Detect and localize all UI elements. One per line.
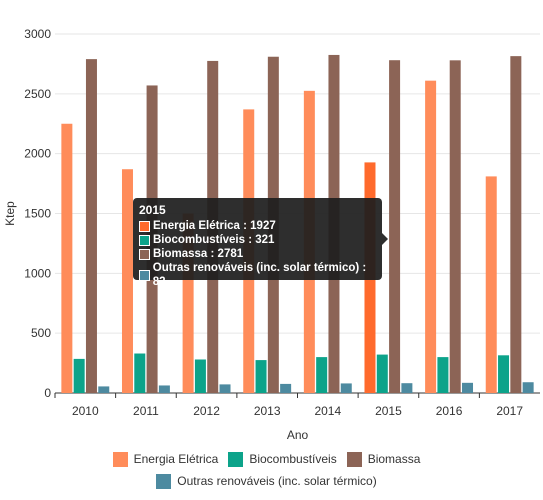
x-tick-label: 2011 [133,404,159,418]
bar-2011-s3[interactable] [158,385,170,393]
legend-swatch-outras [156,473,172,489]
legend: Energia Elétrica Biocombustíveis Biomass… [0,448,543,492]
y-tick-label: 500 [31,326,51,340]
tooltip-text-energia: Energia Elétrica : 1927 [153,220,276,232]
legend-item-biocombustiveis[interactable]: Biocombustíveis [228,451,337,467]
tooltip-swatch-biomassa [139,248,150,260]
y-tick-label: 0 [44,386,51,400]
bar-2017-s1[interactable] [498,355,510,393]
legend-item-biomassa[interactable]: Biomassa [346,451,421,467]
legend-label-energia: Energia Elétrica [133,452,219,466]
bar-2010-s0[interactable] [61,123,73,393]
tooltip-text-biomassa: Biomassa : 2781 [153,248,244,260]
tooltip-row-outras: Outras renováveis (inc. solar térmico) :… [139,261,376,289]
x-axis-title: Ano [287,428,309,440]
bar-2011-s0[interactable] [121,169,133,393]
bar-2016-s0[interactable] [425,80,437,394]
x-tick-label: 2015 [375,404,402,418]
bar-2017-s2[interactable] [510,56,522,393]
bar-2011-s1[interactable] [134,353,146,393]
bar-2012-s0[interactable] [182,213,194,394]
legend-item-outras[interactable]: Outras renováveis (inc. solar térmico) [156,473,377,489]
legend-swatch-biomassa [346,451,362,467]
legend-swatch-biocombustiveis [228,451,244,467]
bar-2010-s3[interactable] [98,386,110,393]
bar-2010-s1[interactable] [73,358,85,393]
tooltip-swatch-energia [139,220,150,232]
bar-2015-s1[interactable] [376,354,388,393]
legend-label-biomassa: Biomassa [367,452,421,466]
y-tick-label: 1500 [24,207,51,221]
y-tick-label: 2000 [24,147,51,161]
bar-2013-s1[interactable] [255,360,267,393]
tooltip: 2015 Energia Elétrica : 1927 Biocombustí… [133,198,388,288]
x-tick-label: 2016 [436,404,463,418]
bar-2014-s3[interactable] [340,383,352,393]
tooltip-title: 2015 [139,203,166,217]
y-tick-label: 1000 [24,266,51,280]
y-tick-label: 3000 [24,27,51,41]
bar-2014-s1[interactable] [316,357,328,393]
bar-2017-s0[interactable] [485,176,497,393]
legend-label-outras: Outras renováveis (inc. solar térmico) [177,474,377,488]
tooltip-text-biocombustiveis: Biocombustíveis : 321 [153,234,275,246]
tooltip-swatch-biocombustiveis [139,234,150,246]
bar-2010-s2[interactable] [85,59,97,393]
tooltip-text-outras: Outras renováveis (inc. solar térmico) :… [152,262,367,288]
bar-2012-s1[interactable] [194,359,206,393]
bar-2012-s3[interactable] [219,384,231,393]
tooltip-row-energia: Energia Elétrica : 1927 [139,219,376,233]
x-tick-label: 2017 [496,404,523,418]
bar-2015-s2[interactable] [389,60,401,393]
bar-2017-s3[interactable] [522,382,534,393]
bar-2013-s3[interactable] [280,383,292,393]
y-axis-title: Ktep [3,201,17,226]
bar-2015-s3[interactable] [401,383,413,393]
legend-row-1: Energia Elétrica Biocombustíveis Biomass… [0,448,543,470]
tooltip-swatch-outras [139,269,150,281]
y-tick-label: 2500 [24,87,51,101]
x-tick-label: 2013 [254,404,281,418]
tooltip-row-biocombustiveis: Biocombustíveis : 321 [139,233,376,247]
legend-swatch-energia [112,451,128,467]
x-tick-label: 2010 [72,404,99,418]
x-tick-label: 2014 [314,404,341,418]
bar-2016-s2[interactable] [449,60,461,394]
tooltip-row-biomassa: Biomassa : 2781 [139,247,376,261]
bar-2016-s3[interactable] [462,382,474,393]
bar-2016-s1[interactable] [437,357,449,393]
legend-row-2: Outras renováveis (inc. solar térmico) [0,470,543,492]
legend-label-biocombustiveis: Biocombustíveis [249,452,337,466]
legend-item-energia[interactable]: Energia Elétrica [112,451,219,467]
x-tick-label: 2012 [193,404,220,418]
